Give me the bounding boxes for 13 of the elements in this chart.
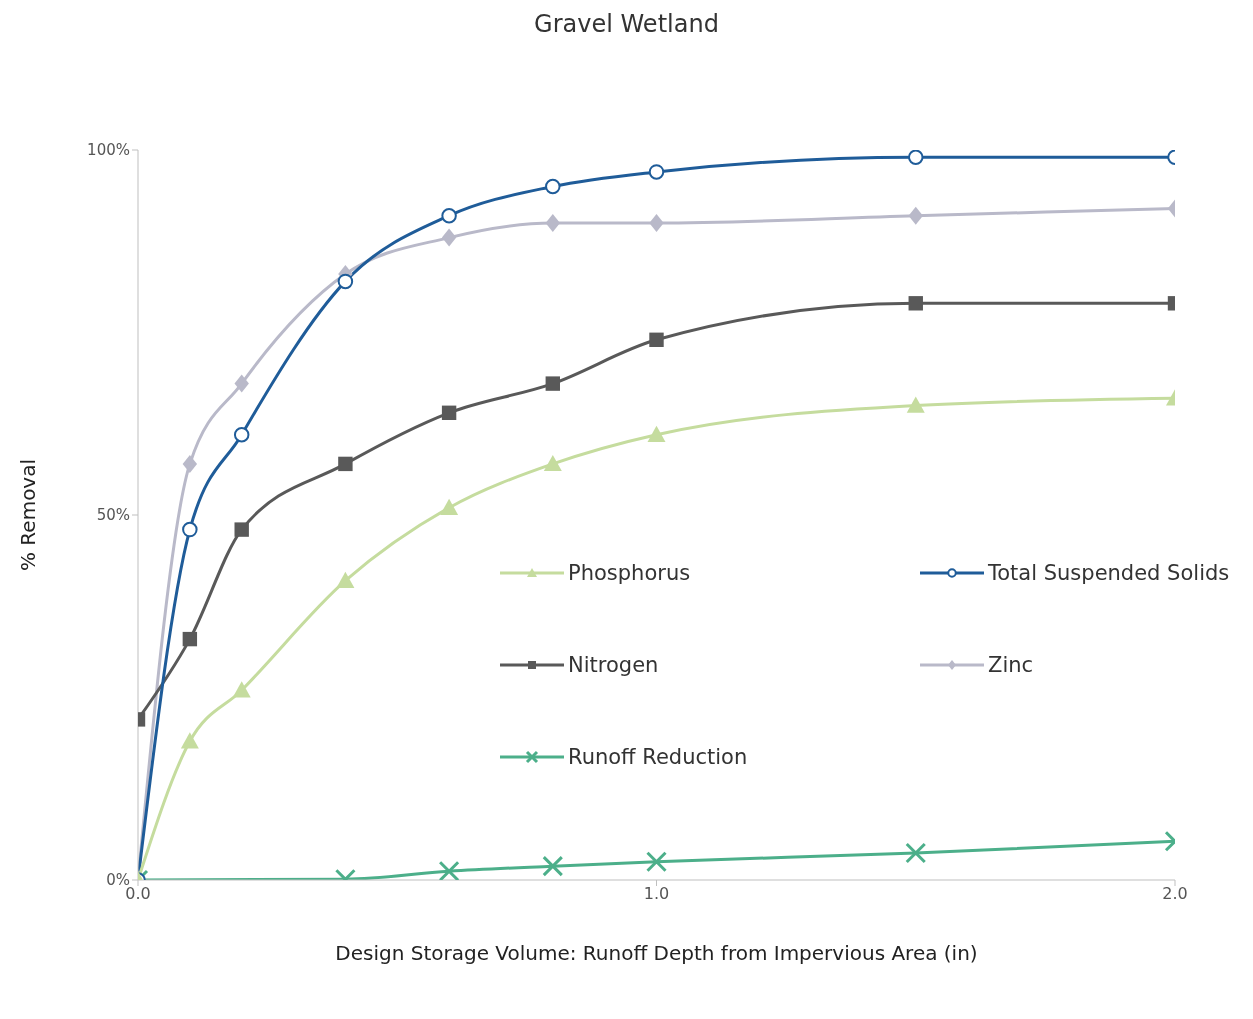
y-tick-label: 100% xyxy=(87,141,130,160)
legend-label: Nitrogen xyxy=(568,653,659,677)
legend-label: Runoff Reduction xyxy=(568,745,748,769)
x-axis-title: Design Storage Volume: Runoff Depth from Impervious Area (in) xyxy=(335,941,978,965)
chart-title: Gravel Wetland xyxy=(533,9,720,40)
legend-label: Total Suspended Solids xyxy=(988,561,1230,585)
x-tick-label: 0.0 xyxy=(125,884,151,904)
legend-label: Phosphorus xyxy=(568,561,691,585)
x-tick-label: 2.0 xyxy=(1162,884,1188,904)
y-tick-label: 50% xyxy=(96,506,130,525)
y-axis-title: % Removal xyxy=(16,458,41,572)
legend-label: Zinc xyxy=(988,653,1034,677)
x-tick-label: 1.0 xyxy=(643,884,670,904)
